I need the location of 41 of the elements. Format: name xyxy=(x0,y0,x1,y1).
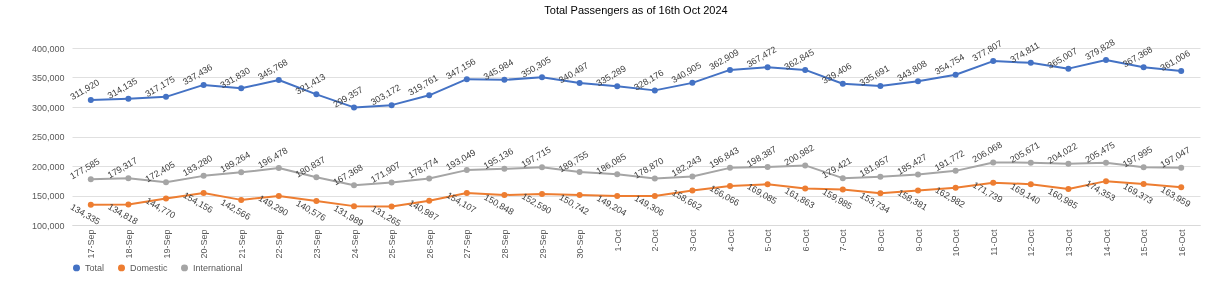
chart-title: Total Passengers as of 16th Oct 2024 xyxy=(544,3,728,16)
x-tick-label: 10-Oct xyxy=(951,229,962,257)
x-tick-label: 21-Sep xyxy=(236,229,247,259)
y-tick-label: 350,000 xyxy=(31,73,65,83)
x-tick-label: 16-Oct xyxy=(1176,229,1187,257)
x-tick-label: 7-Oct xyxy=(838,229,849,252)
x-tick-label: 22-Sep xyxy=(274,229,285,259)
legend-label: International xyxy=(193,262,243,273)
x-tick-label: 5-Oct xyxy=(763,229,774,252)
x-tick-label: 15-Oct xyxy=(1139,229,1150,257)
x-tick-label: 27-Sep xyxy=(462,229,473,259)
x-tick-label: 17-Sep xyxy=(86,229,97,259)
legend-label: Total xyxy=(85,262,105,273)
x-tick-label: 8-Oct xyxy=(875,229,886,252)
x-tick-label: 24-Sep xyxy=(349,229,360,259)
y-tick-label: 150,000 xyxy=(31,191,65,201)
y-tick-label: 400,000 xyxy=(31,43,65,54)
x-tick-label: 18-Sep xyxy=(123,229,134,259)
x-tick-label: 4-Oct xyxy=(725,229,736,252)
x-tick-label: 30-Sep xyxy=(575,229,586,259)
legend-label: Domestic xyxy=(130,262,169,273)
x-tick-label: 3-Oct xyxy=(687,229,698,252)
x-tick-label: 13-Oct xyxy=(1063,229,1074,257)
x-tick-label: 9-Oct xyxy=(913,229,924,252)
x-tick-label: 1-Oct xyxy=(612,229,623,252)
x-tick-label: 12-Oct xyxy=(1026,229,1037,257)
y-tick-label: 250,000 xyxy=(31,132,65,142)
x-tick-label: 19-Sep xyxy=(161,229,172,259)
x-tick-label: 23-Sep xyxy=(311,229,322,259)
y-tick-label: 300,000 xyxy=(31,102,65,113)
x-tick-label: 20-Sep xyxy=(199,229,210,259)
x-tick-label: 14-Oct xyxy=(1101,229,1112,257)
x-tick-label: 2-Oct xyxy=(650,229,661,252)
x-tick-label: 28-Sep xyxy=(499,229,510,259)
x-tick-label: 26-Sep xyxy=(424,229,435,259)
x-tick-label: 29-Sep xyxy=(537,229,548,259)
x-tick-label: 6-Oct xyxy=(800,229,811,252)
x-tick-label: 25-Sep xyxy=(387,229,398,259)
y-tick-label: 100,000 xyxy=(31,220,65,231)
y-tick-label: 200,000 xyxy=(31,161,65,172)
x-tick-label: 11-Oct xyxy=(988,229,999,256)
